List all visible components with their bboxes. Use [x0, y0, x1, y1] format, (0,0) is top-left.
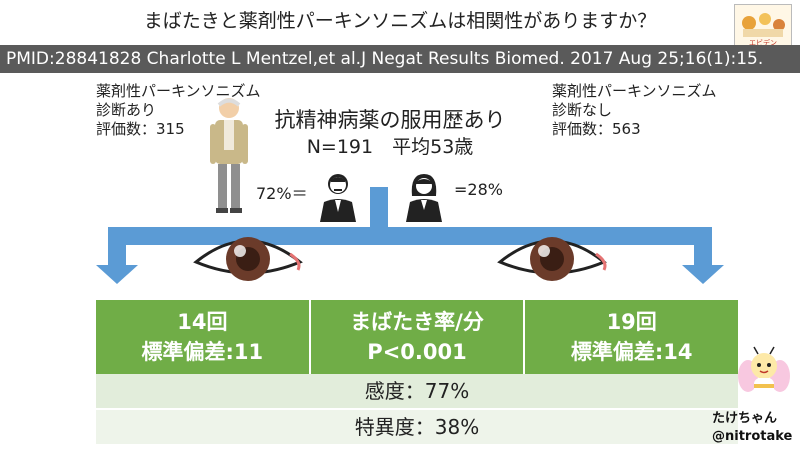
- logo-mascot-icon: エビデン: [742, 13, 785, 47]
- right-blink-count: 19回: [606, 310, 657, 334]
- sensitivity-row: 感度：77%: [96, 374, 738, 408]
- blink-rate-label: まばたき率/分: [350, 310, 484, 334]
- right-eye-icon: [497, 237, 607, 281]
- right-blink-sd: 標準偏差:14: [570, 340, 693, 364]
- left-eye-icon: [193, 237, 303, 281]
- right-group-info: 薬剤性パーキンソニズム 診断なし 評価数：563: [552, 82, 717, 139]
- balance-beam: [96, 187, 724, 284]
- logo-text: エビデン: [749, 38, 777, 47]
- slide-title: まばたきと薬剤性パーキンソニズムは相関性がありますか？: [143, 10, 657, 32]
- specificity-row: 特異度：38%: [96, 408, 738, 444]
- logo: エビデン: [734, 4, 792, 48]
- right-group-line1: 薬剤性パーキンソニズム: [552, 82, 717, 100]
- female-icon: [406, 174, 442, 222]
- sample-stats: N=191 平均53歳: [306, 136, 474, 158]
- elderly-man-icon: [210, 98, 248, 213]
- left-group-info: 薬剤性パーキンソニズム 診断あり 評価数：315: [96, 82, 261, 139]
- balance-diagram: [96, 187, 724, 284]
- male-icon: [320, 174, 356, 222]
- author-credit: たけちゃん @nitrotake: [712, 410, 792, 446]
- author-name: たけちゃん: [712, 411, 778, 426]
- left-group-blink-cell: 14回 標準偏差:11: [96, 300, 309, 374]
- male-percentage: 72%＝: [256, 184, 308, 203]
- female-percentage: =28%: [454, 180, 503, 199]
- citation-bar: PMID:28841828 Charlotte L Mentzel,et al.…: [0, 45, 800, 73]
- left-group-line1: 薬剤性パーキンソニズム: [96, 82, 261, 100]
- right-group-line3: 評価数：563: [552, 120, 641, 138]
- result-table: 14回 標準偏差:11 まばたき率/分 P<0.001 19回 標準偏差:14 …: [96, 300, 739, 444]
- left-blink-count: 14回: [177, 310, 228, 334]
- left-blink-sd: 標準偏差:11: [141, 340, 264, 364]
- bee-mascot-icon: [738, 346, 790, 398]
- result-header-row: 14回 標準偏差:11 まばたき率/分 P<0.001 19回 標準偏差:14: [96, 300, 739, 374]
- p-value: P<0.001: [367, 340, 467, 364]
- left-group-line2: 診断あり: [96, 101, 157, 119]
- right-group-blink-cell: 19回 標準偏差:14: [525, 300, 739, 374]
- author-handle: @nitrotake: [712, 429, 793, 444]
- left-group-line3: 評価数：315: [96, 120, 185, 138]
- right-group-line2: 診断なし: [552, 101, 613, 119]
- blink-rate-cell: まばたき率/分 P<0.001: [308, 300, 526, 374]
- antipsychotic-heading: 抗精神病薬の服用歴あり: [274, 108, 506, 132]
